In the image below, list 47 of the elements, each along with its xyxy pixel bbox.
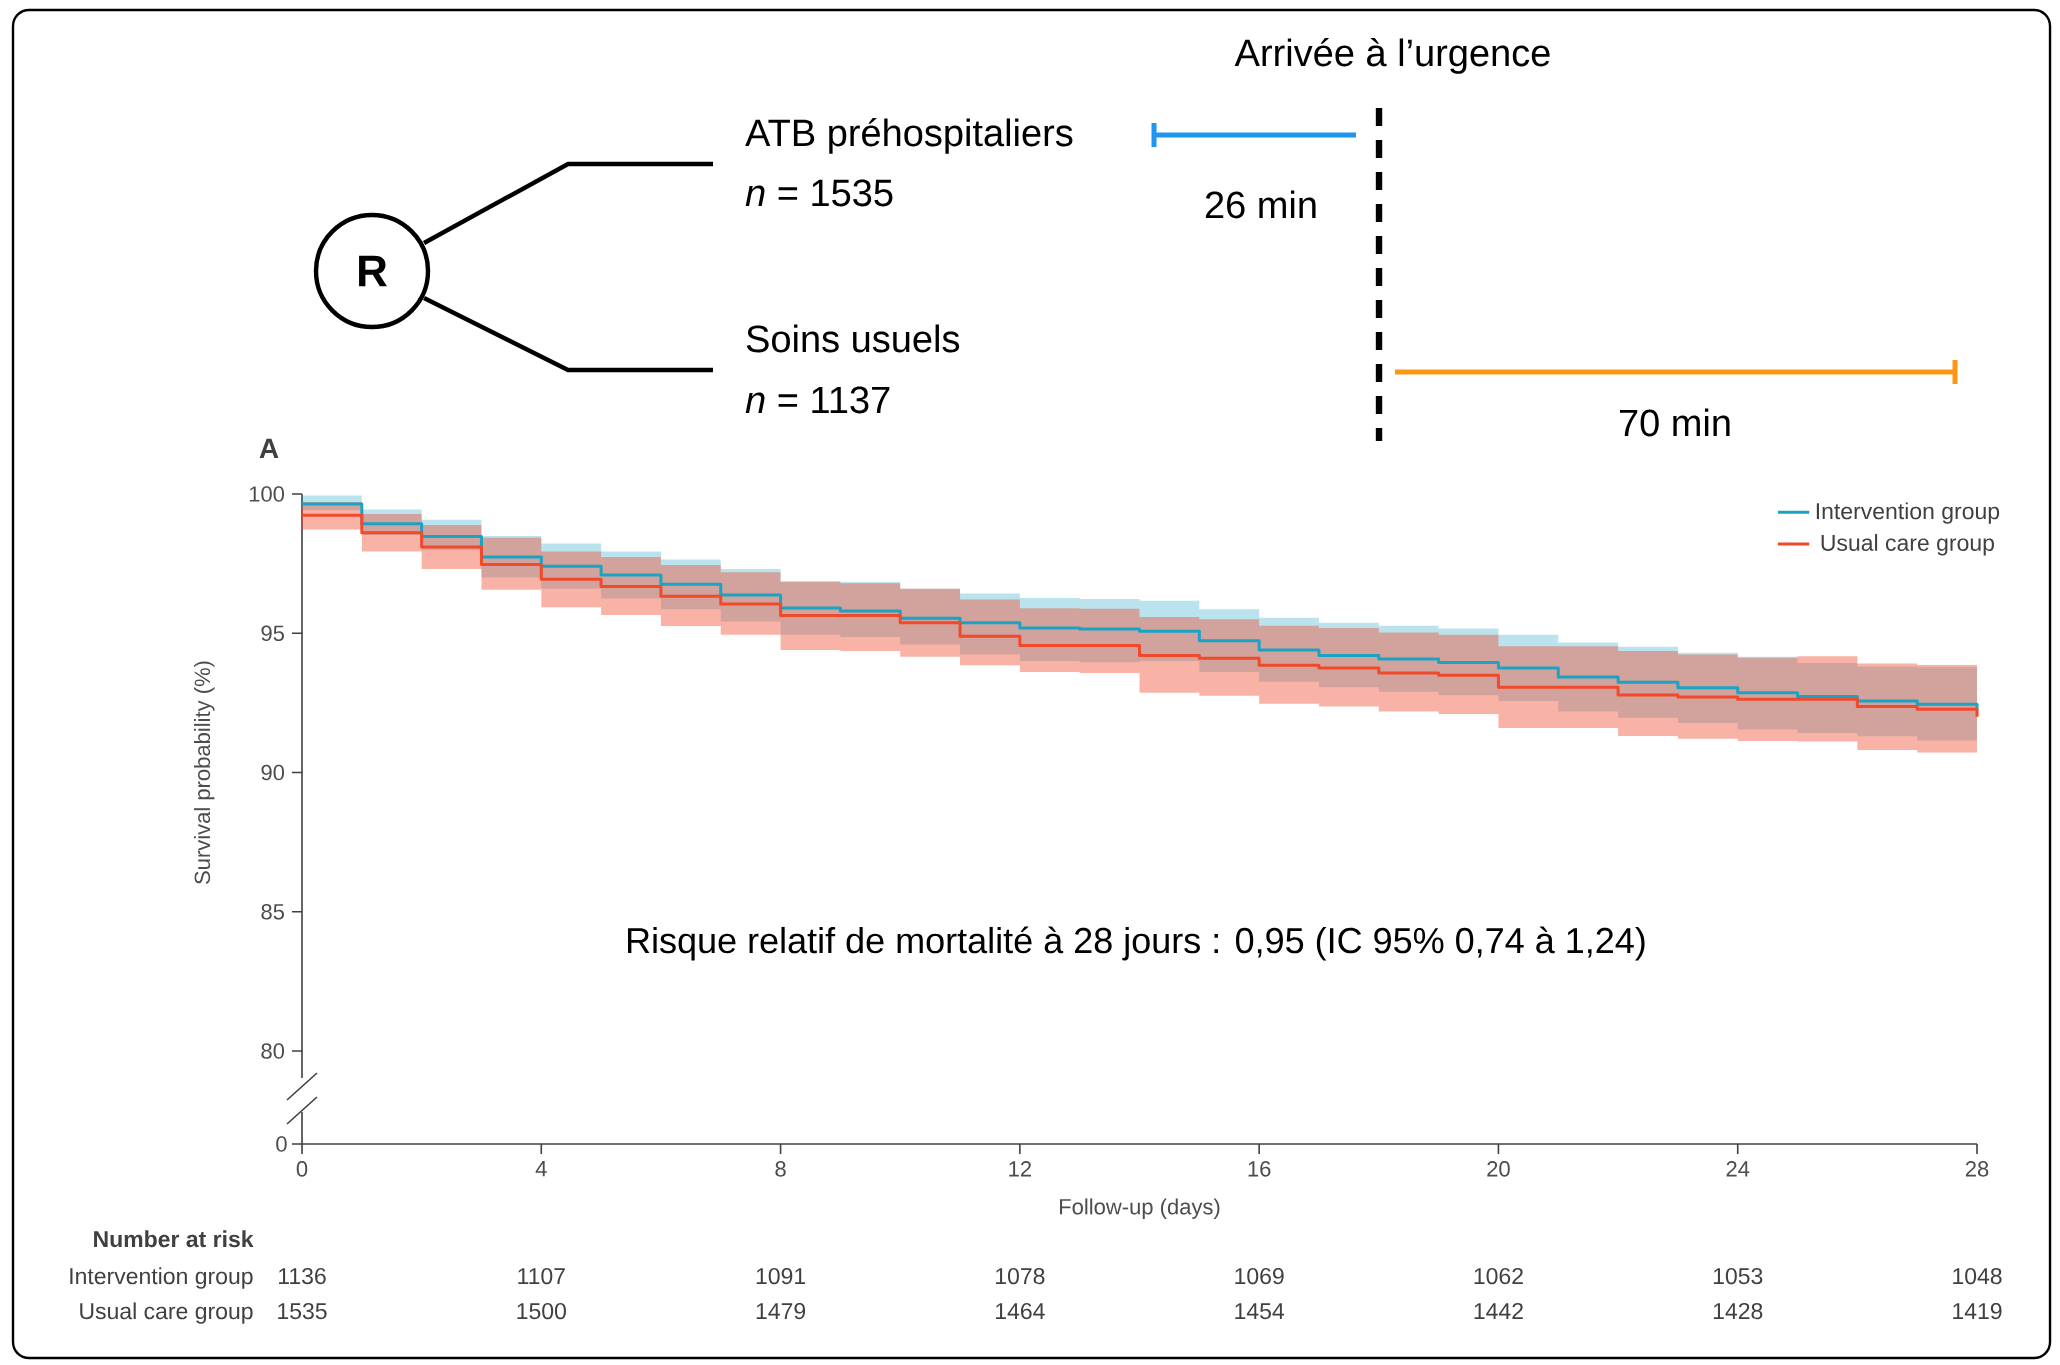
annotation: Risque relatif de mortalité à 28 jours : 0,95 (IC 95% 0,74 à 1,24) — [628, 926, 1645, 961]
x-tick-label: 8 — [775, 1161, 786, 1177]
text: 1500 — [517, 1302, 566, 1320]
text: Arrivée à l’urgence — [1234, 38, 1550, 74]
text: A — [259, 438, 279, 459]
text: 70 min — [1619, 408, 1730, 437]
text: 0 — [276, 1136, 287, 1152]
text: 1136 — [279, 1267, 326, 1285]
x-axis-title: Follow-up (days) — [1060, 1198, 1220, 1219]
text: 1535 — [278, 1302, 327, 1320]
text: 1053 — [1713, 1267, 1763, 1285]
text: 1062 — [1474, 1267, 1523, 1285]
text: 1107 — [518, 1267, 565, 1285]
text: R — [359, 255, 387, 287]
x-tick-label: 4 — [535, 1161, 547, 1177]
y-axis-title: Survival probability (%) — [194, 661, 215, 884]
text: n = 1137 — [745, 386, 890, 414]
text: 1428 — [1713, 1302, 1763, 1320]
text: 1048 — [1953, 1267, 2002, 1285]
legend-label: Intervention group — [1816, 502, 2000, 524]
y-tick-label: 100 — [249, 486, 285, 502]
x-tick-label: 24 — [1726, 1161, 1750, 1177]
text: ATB préhospitaliers — [745, 118, 1073, 154]
text: Intervention group — [70, 1267, 253, 1289]
x-tick-label: 0 — [296, 1161, 308, 1177]
text: 26 min — [1205, 190, 1316, 219]
text: Usual care group — [80, 1302, 253, 1324]
text: 1078 — [996, 1267, 1045, 1285]
x-tick-label: 12 — [1009, 1161, 1031, 1177]
text: 1091 — [756, 1267, 806, 1285]
text: 1479 — [756, 1302, 806, 1320]
y-tick-label: 85 — [261, 903, 284, 920]
y-tick-label: 80 — [261, 1043, 285, 1059]
text: Number at risk — [94, 1230, 254, 1248]
x-tick-label: 20 — [1487, 1161, 1510, 1177]
text: 1069 — [1235, 1267, 1284, 1285]
y-tick-label: 95 — [261, 625, 284, 642]
text: n = 1535 — [745, 179, 893, 207]
y-tick-label: 90 — [261, 764, 285, 781]
text: 1442 — [1474, 1302, 1523, 1320]
text: 1464 — [996, 1302, 1045, 1320]
text: 1419 — [1953, 1302, 2002, 1320]
x-tick-label: 16 — [1248, 1161, 1271, 1177]
legend-label: Usual care group — [1821, 534, 1994, 556]
x-tick-label: 28 — [1965, 1161, 1989, 1177]
text: 1454 — [1235, 1303, 1285, 1320]
text: Soins usuels — [746, 324, 960, 353]
